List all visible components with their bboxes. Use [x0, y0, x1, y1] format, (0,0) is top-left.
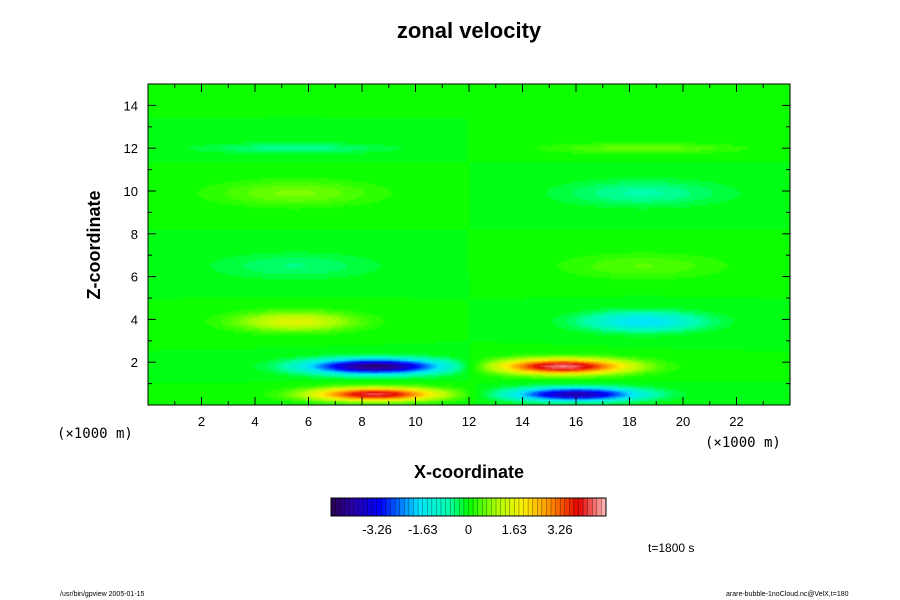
colorbar-swatch — [537, 498, 543, 516]
colorbar-swatch — [546, 498, 552, 516]
colorbar-swatch — [436, 498, 442, 516]
colorbar-swatch — [404, 498, 410, 516]
colorbar-swatch — [358, 498, 364, 516]
y-tick-label: 8 — [131, 227, 138, 242]
colorbar-swatch — [363, 498, 369, 516]
colorbar-swatch — [555, 498, 561, 516]
colorbar-swatch — [450, 498, 456, 516]
x-tick-label: 20 — [676, 414, 690, 429]
x-tick-label: 10 — [408, 414, 422, 429]
x-unit-label: (×1000 m) — [57, 426, 133, 442]
x-axis-label: X-coordinate — [414, 462, 524, 482]
y-axis-label: Z-coordinate — [84, 190, 104, 299]
colorbar-swatch — [445, 498, 451, 516]
colorbar-swatch — [496, 498, 501, 516]
colorbar-swatch — [596, 498, 602, 516]
x-tick-label: 8 — [358, 414, 365, 429]
colorbar-swatch — [353, 498, 359, 516]
colorbar-swatch — [560, 498, 566, 516]
colorbar-swatch — [468, 498, 474, 516]
colorbar-swatch — [463, 498, 469, 516]
x-tick-label: 6 — [305, 414, 312, 429]
colorbar-swatch — [505, 498, 511, 516]
colorbar-swatch — [340, 498, 346, 516]
colorbar-swatch — [500, 498, 506, 516]
colorbar-swatch — [427, 498, 433, 516]
footer-left: /usr/bin/gpview 2005-01-15 — [60, 591, 145, 598]
colorbar-swatch — [381, 498, 387, 516]
y-tick-label: 4 — [131, 312, 138, 327]
colorbar-swatch — [422, 498, 428, 516]
x-tick-label: 4 — [251, 414, 258, 429]
chart-title: zonal velocity — [397, 18, 542, 43]
colorbar-swatch — [523, 498, 529, 516]
colorbar-swatch — [367, 498, 373, 516]
colorbar-swatch — [372, 498, 378, 516]
colorbar-swatch — [601, 498, 607, 516]
colorbar-frame — [330, 497, 607, 517]
x-tick-label: 18 — [622, 414, 636, 429]
colorbar-swatch — [331, 498, 336, 516]
x-tick-label: 14 — [515, 414, 529, 429]
colorbar-swatch — [477, 498, 483, 516]
footer-right: arare-bubble-1noCloud.nc@VelX,t=180 — [726, 591, 849, 598]
colorbar-swatch — [569, 498, 575, 516]
colorbar-swatch — [514, 498, 520, 516]
colorbar-swatch — [335, 498, 341, 516]
colorbar-swatch — [386, 498, 391, 516]
y-tick-label: 6 — [131, 270, 138, 285]
z-unit-label: (×1000 m) — [705, 435, 781, 451]
y-tick-label: 10 — [124, 184, 138, 199]
colorbar-tick-label: 3.26 — [547, 522, 572, 537]
heatmap-field — [148, 84, 790, 405]
y-tick-label: 2 — [131, 355, 138, 370]
x-tick-label: 2 — [198, 414, 205, 429]
colorbar-swatch — [491, 498, 497, 516]
y-tick-label: 12 — [124, 141, 138, 156]
y-tick-label: 14 — [124, 98, 138, 113]
colorbar-swatch — [459, 498, 465, 516]
colorbar-tick-label: 1.63 — [502, 522, 527, 537]
colorbar-swatch — [376, 498, 382, 516]
colorbar-swatch — [349, 498, 355, 516]
colorbar-swatch — [482, 498, 488, 516]
colorbar-swatch — [399, 498, 405, 516]
colorbar-swatch — [454, 498, 460, 516]
colorbar-swatch — [587, 498, 593, 516]
colorbar-swatch — [509, 498, 515, 516]
colorbar-swatch — [541, 498, 547, 516]
colorbar-ticks: -3.26 -1.63 0 1.63 3.26 — [362, 522, 572, 537]
colorbar-swatch — [413, 498, 419, 516]
x-tick-label: 12 — [462, 414, 476, 429]
colorbar-swatch — [441, 498, 446, 516]
colorbar-swatch — [532, 498, 538, 516]
colorbar-swatch — [408, 498, 414, 516]
time-label: t=1800 s — [648, 541, 694, 555]
colorbar-swatch — [573, 498, 579, 516]
colorbar-swatch — [518, 498, 524, 516]
x-tick-label: 22 — [729, 414, 743, 429]
colorbar-swatch — [528, 498, 534, 516]
colorbar-swatch — [592, 498, 598, 516]
colorbar: -3.26 -1.63 0 1.63 3.26 — [330, 497, 607, 537]
colorbar-swatch — [551, 498, 556, 516]
colorbar-swatch — [564, 498, 570, 516]
x-tick-label: 16 — [569, 414, 583, 429]
colorbar-swatch — [344, 498, 350, 516]
colorbar-tick-label: -1.63 — [408, 522, 438, 537]
colorbar-swatch — [473, 498, 479, 516]
colorbar-swatch — [431, 498, 437, 516]
colorbar-tick-label: -3.26 — [362, 522, 392, 537]
colorbar-swatches — [331, 498, 607, 516]
colorbar-swatch — [418, 498, 424, 516]
colorbar-swatch — [486, 498, 492, 516]
colorbar-tick-label: 0 — [465, 522, 472, 537]
colorbar-swatch — [395, 498, 401, 516]
colorbar-swatch — [583, 498, 589, 516]
colorbar-swatch — [390, 498, 396, 516]
colorbar-swatch — [578, 498, 584, 516]
